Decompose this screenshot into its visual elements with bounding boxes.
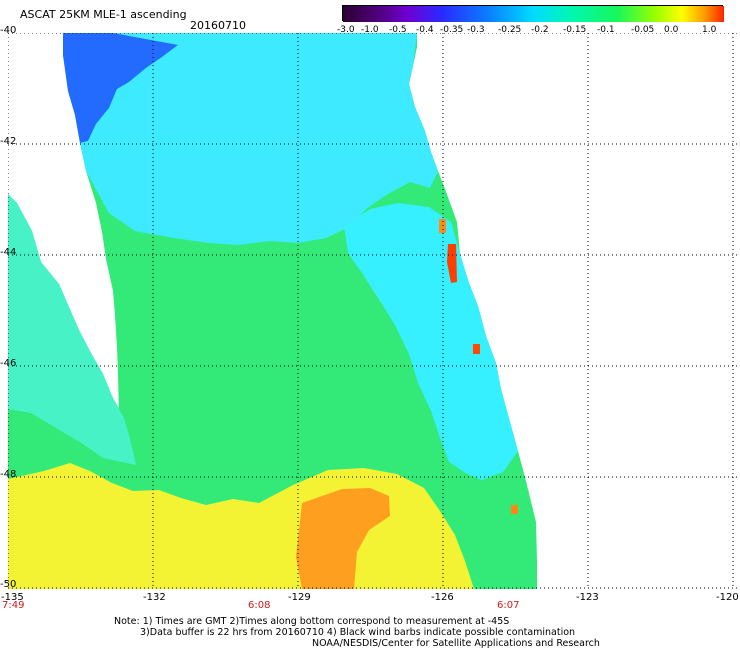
longitude-label: -120 [716,592,739,603]
color-scale-label: -0.4 [416,25,434,35]
longitude-label: -135 [1,592,24,603]
color-scale-label: -0.3 [467,25,485,35]
color-scale-label: -0.05 [631,25,655,35]
longitude-label: -132 [143,592,166,603]
color-scale-label: -1.0 [361,25,379,35]
footnotes: Note: 1) Times are GMT 2)Times along bot… [114,616,634,649]
latitude-label: -40 [0,25,17,36]
graticule [8,33,738,589]
latitude-label: -42 [0,136,17,147]
footnote-line-3: NOAA/NESDIS/Center for Satellite Applica… [312,638,600,649]
latitude-label: -48 [0,469,17,480]
east-edge-orange-small [511,505,518,514]
map-frame: -40 -42 -44 -46 -48 -50 [0,25,738,590]
west-cyan-band [8,194,136,465]
color-scale-label: -0.2 [531,25,549,35]
latitude-label: -50 [0,579,17,590]
longitude-label: -123 [576,592,599,603]
color-scale-labels: -3.0 -1.0 -0.5 -0.4 -0.35 -0.3 -0.25 -0.… [330,25,735,37]
time-label: 6:07 [497,600,520,611]
color-scale-label: -0.1 [597,25,615,35]
color-scale-label: 1.0 [702,25,717,35]
longitude-label: -126 [431,592,454,603]
latitude-label: -46 [0,358,17,369]
color-scale-label: -0.15 [563,25,587,35]
color-scale-gradient [343,6,724,22]
color-scale-label: -0.25 [498,25,522,35]
color-scale-bar [342,5,724,22]
time-label: 7:49 [2,600,25,611]
latitude-label: -44 [0,247,17,258]
east-edge-red [447,244,457,283]
color-scale-label: -3.0 [337,25,355,35]
footnote-line-1: Note: 1) Times are GMT 2)Times along bot… [114,616,510,627]
north-cyan-region [80,33,438,245]
color-scale-graphic [343,6,724,22]
color-scale-label: 0.0 [664,25,679,35]
longitude-label: -129 [288,592,311,603]
south-orange-region [296,488,390,589]
northwest-blue-region [63,33,188,143]
color-scale-label: -0.35 [440,25,464,35]
time-label: 6:08 [248,600,271,611]
swath-map [8,33,738,589]
east-edge-red-small [473,344,480,354]
footnote-line-2: 3)Data buffer is 22 hrs from 20160710 4)… [140,627,576,638]
product-title: ASCAT 25KM MLE-1 ascending [20,8,187,21]
product-date: 20160710 [190,19,246,32]
east-cyan-band [344,203,518,480]
color-scale-label: -0.5 [389,25,407,35]
